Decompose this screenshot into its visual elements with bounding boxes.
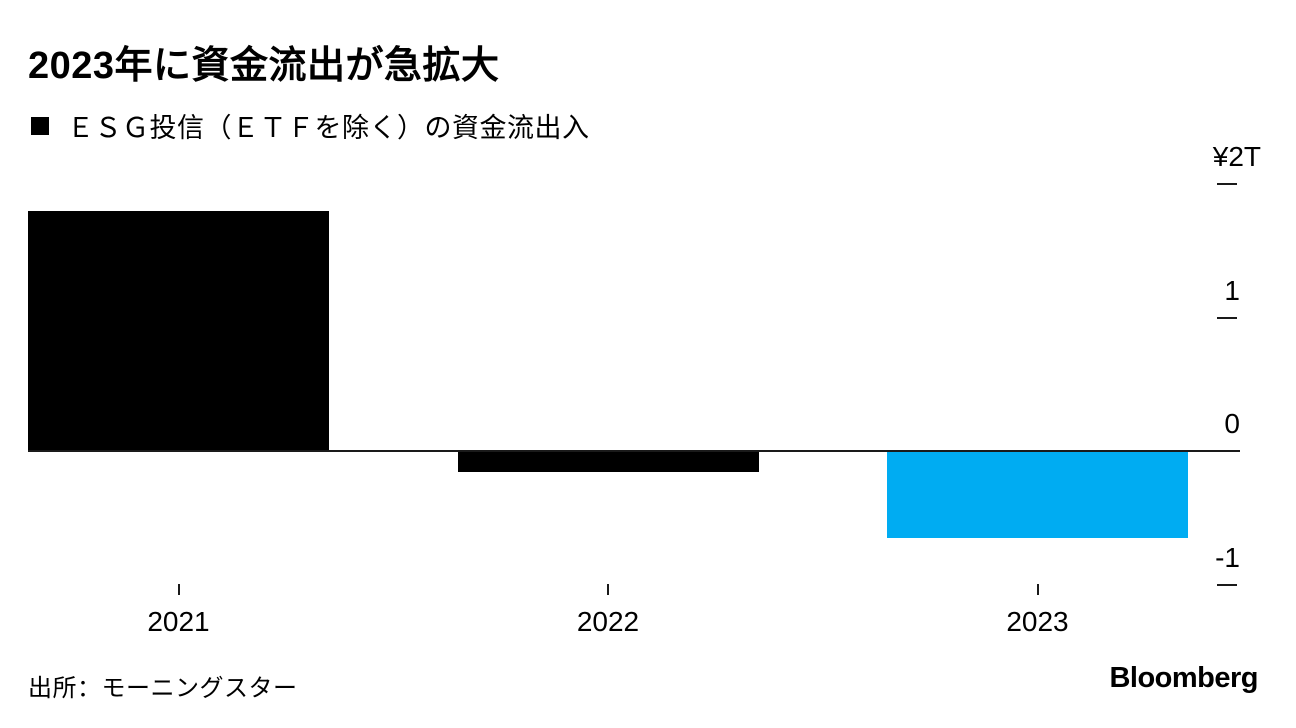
bar-2022 bbox=[457, 452, 759, 473]
xtick-label-2021: 2021 bbox=[147, 606, 210, 637]
ytick-label-0: 0 bbox=[1224, 408, 1240, 439]
bar-2023 bbox=[887, 452, 1188, 538]
bloomberg-logo: Bloomberg bbox=[1109, 662, 1258, 694]
ytick-dash--1 bbox=[1217, 583, 1237, 586]
legend-square-icon bbox=[31, 116, 49, 135]
source-label: 出所：モーニングスター bbox=[28, 675, 298, 702]
chart-title: 2023年に資金流出が急拡大 bbox=[28, 45, 500, 87]
bar-2021 bbox=[28, 210, 329, 451]
xtick-label-2023: 2023 bbox=[1006, 606, 1069, 637]
xtick-dash-2023 bbox=[1036, 584, 1039, 595]
ytick-dash-1 bbox=[1217, 316, 1237, 319]
zero-axis-line bbox=[28, 450, 1240, 452]
ytick-label-2: ¥2T bbox=[1212, 141, 1261, 172]
ytick-label--1: -1 bbox=[1215, 541, 1240, 573]
legend: ＥＳＧ投信（ＥＴＦを除く）の資金流出入 bbox=[31, 106, 590, 145]
ytick-label-1: 1 bbox=[1224, 274, 1240, 306]
legend-label: ＥＳＧ投信（ＥＴＦを除く）の資金流出入 bbox=[67, 113, 590, 143]
xtick-dash-2022 bbox=[607, 584, 609, 595]
xtick-label-2022: 2022 bbox=[576, 606, 640, 637]
xtick-dash-2021 bbox=[177, 584, 180, 595]
ytick-dash-2 bbox=[1217, 183, 1237, 185]
